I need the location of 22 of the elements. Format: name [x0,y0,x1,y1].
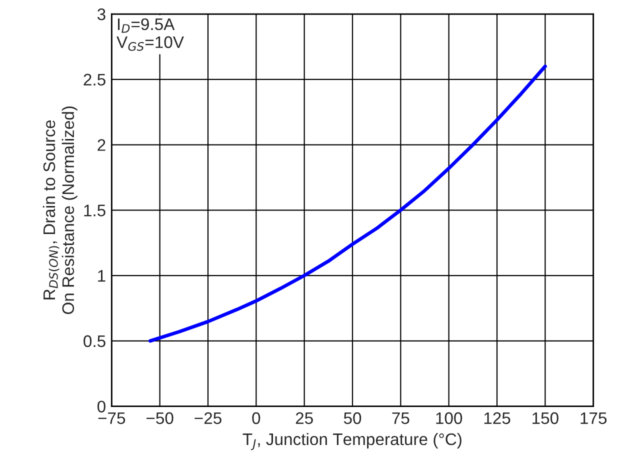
x-tick-label: 75 [392,412,410,424]
y-axis-title: R$_{DS(ON)}$, Drain to Source On Resistance (Normalized) [42,106,78,314]
x-tick-label: 100 [436,412,462,424]
line-series [148,64,547,343]
x-tick-label: 25 [296,412,313,424]
x-tick-label: 175 [580,412,607,424]
x-axis-title: T$_{J}$, Junction Temperature (°C) [242,432,462,450]
x-tick-label: −75 [98,412,126,424]
x-tick-label: 150 [532,412,558,424]
y-tick-label: 1 [98,270,106,282]
x-tick-label: 0 [252,412,260,424]
x-tick-label: −50 [146,412,174,424]
y-tick-label: 2.5 [84,74,106,86]
y-tick-label: 0 [97,400,106,412]
y-tick-label: 1.5 [84,204,106,216]
y-tick-label: 2 [98,139,106,151]
y-tick-label: 0.5 [84,335,106,348]
y-tick-label: 3 [97,8,106,20]
annotation: I$_{D}$=9.5A V$_{GS}$=10V [116,18,184,51]
x-tick-label: −25 [194,412,222,424]
x-tick-label: 125 [484,412,510,424]
x-tick-label: 50 [344,412,362,424]
